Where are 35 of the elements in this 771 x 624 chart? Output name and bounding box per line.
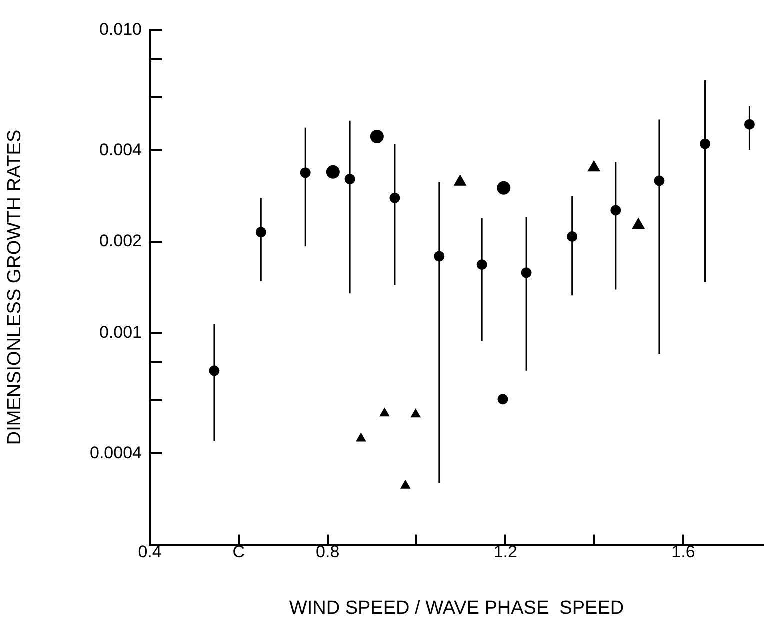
point: [588, 161, 600, 172]
point: [356, 433, 366, 442]
y-tick-label: 0.001: [99, 322, 142, 342]
y-tick-label: 0.004: [99, 140, 142, 160]
y-tick-label: 0.002: [99, 232, 142, 251]
point: [654, 176, 665, 186]
point: [326, 165, 340, 179]
point: [411, 409, 420, 418]
y-tick-label: 0.0004: [90, 443, 142, 462]
point: [380, 408, 390, 417]
point: [610, 205, 622, 216]
x-tick-label: C: [232, 542, 246, 562]
x-tick-label: 1.6: [672, 542, 696, 562]
point: [521, 268, 532, 278]
point: [632, 218, 645, 230]
point: [434, 251, 445, 262]
point: [498, 394, 508, 405]
point: [744, 119, 755, 130]
point: [400, 480, 410, 489]
point: [476, 260, 488, 270]
point: [567, 232, 578, 242]
point: [344, 174, 356, 185]
point: [700, 138, 711, 150]
point: [390, 192, 400, 204]
point: [497, 181, 511, 195]
point: [256, 227, 266, 238]
point: [370, 130, 384, 144]
y-axis-title: DIMENSIONLESS GROWTH RATES: [4, 130, 26, 446]
x-tick-label: 0.4: [138, 542, 162, 562]
x-tick-label: 1.2: [494, 542, 518, 562]
x-axis-title: WIND SPEED / WAVE PHASE SPEED: [289, 598, 624, 619]
y-tick-label: 0.010: [99, 20, 142, 39]
x-tick-label: 0.8: [316, 542, 340, 562]
point: [300, 168, 311, 178]
point: [209, 366, 220, 376]
